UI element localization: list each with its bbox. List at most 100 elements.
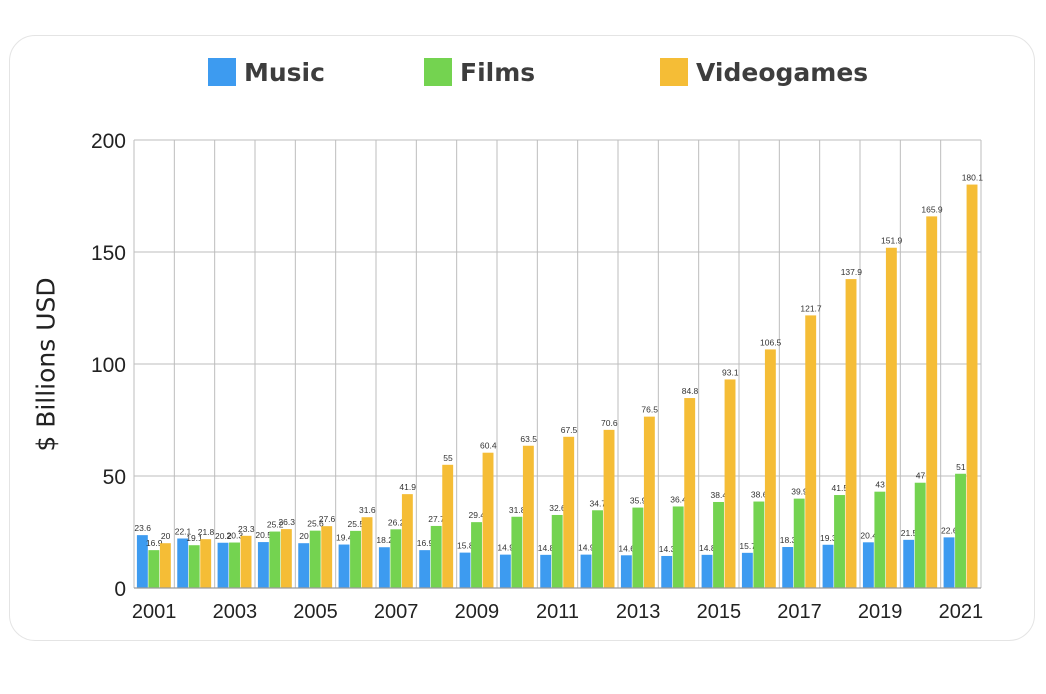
data-label-music: 18.3 xyxy=(780,535,797,545)
bar-films xyxy=(753,501,765,588)
bar-videogames xyxy=(603,429,615,588)
data-label-films: 27.7 xyxy=(428,514,445,524)
data-label-videogames: 106.5 xyxy=(760,337,782,347)
legend-item-films: Films xyxy=(424,56,535,88)
x-tick-label: 2013 xyxy=(616,601,661,623)
bar-videogames xyxy=(482,452,494,588)
data-label-music: 20.2 xyxy=(215,531,232,541)
bar-films xyxy=(471,522,482,588)
y-tick-label: 100 xyxy=(91,354,126,377)
data-label-films: 51 xyxy=(956,462,966,472)
data-label-music: 14.8 xyxy=(699,543,716,553)
data-label-films: 19.1 xyxy=(186,533,203,543)
y-tick-label: 150 xyxy=(91,242,126,265)
bar-videogames xyxy=(200,539,212,588)
bar-videogames xyxy=(522,445,534,588)
bar-videogames xyxy=(280,529,292,588)
legend-label-films: Films xyxy=(460,57,536,87)
data-label-videogames: 76.5 xyxy=(641,405,658,415)
bar-videogames xyxy=(159,543,171,588)
bar-films xyxy=(511,516,523,588)
data-label-music: 19.3 xyxy=(820,533,837,543)
y-tick-label: 0 xyxy=(114,578,126,601)
bar-videogames xyxy=(966,184,978,589)
y-axis-label: $ Billions USD xyxy=(31,276,61,452)
bar-films xyxy=(592,510,603,588)
legend-swatch-films xyxy=(424,58,452,86)
bar-music xyxy=(257,542,269,588)
bar-films xyxy=(390,529,402,588)
data-label-videogames: 67.5 xyxy=(561,425,578,435)
bar-videogames xyxy=(240,535,252,588)
data-label-music: 20.4 xyxy=(860,530,877,540)
data-label-videogames: 60.4 xyxy=(480,441,497,451)
data-label-videogames: 23.3 xyxy=(238,524,255,534)
bar-films xyxy=(793,498,805,588)
data-label-music: 20.5 xyxy=(255,530,272,540)
data-label-videogames: 84.8 xyxy=(682,386,699,396)
data-label-videogames: 31.6 xyxy=(359,505,376,515)
bar-music xyxy=(136,535,148,588)
bar-videogames xyxy=(764,349,776,588)
bar-music xyxy=(540,554,552,588)
x-tick-label: 2007 xyxy=(374,601,419,623)
legend-swatch-music xyxy=(208,58,236,86)
data-label-music: 15.7 xyxy=(739,541,756,551)
x-tick-label: 2015 xyxy=(697,601,742,623)
bar-films xyxy=(551,514,563,588)
legend: Music Films Videogames xyxy=(0,52,1046,92)
data-label-videogames: 20 xyxy=(161,531,171,541)
bar-films xyxy=(632,507,644,588)
data-label-films: 43 xyxy=(875,480,885,490)
data-label-films: 32.6 xyxy=(549,503,566,513)
bar-films xyxy=(430,525,442,588)
bar-films xyxy=(713,501,724,588)
x-tick-label: 2009 xyxy=(455,601,500,623)
data-label-films: 38.4 xyxy=(711,490,728,500)
x-tick-label: 2017 xyxy=(777,601,822,623)
data-label-films: 47 xyxy=(916,471,926,481)
bar-videogames xyxy=(805,315,817,588)
x-tick-label: 2011 xyxy=(536,601,579,623)
bar-videogames xyxy=(361,517,373,588)
data-label-music: 21.5 xyxy=(901,528,918,538)
data-label-films: 25.6 xyxy=(307,519,324,529)
data-label-videogames: 55 xyxy=(443,453,453,463)
bar-videogames xyxy=(321,526,333,588)
bar-videogames xyxy=(684,398,696,588)
bar-films xyxy=(229,542,240,588)
bar-videogames xyxy=(442,464,454,588)
data-label-videogames: 180.1 xyxy=(962,173,984,183)
legend-item-music: Music xyxy=(208,56,325,88)
bar-music xyxy=(903,539,915,588)
bar-films xyxy=(350,530,361,588)
y-tick-label: 50 xyxy=(103,466,126,489)
data-label-music: 16.9 xyxy=(417,538,434,548)
data-label-music: 18.2 xyxy=(376,535,393,545)
bar-music xyxy=(419,550,431,588)
data-label-music: 23.6 xyxy=(134,523,151,533)
bar-music xyxy=(378,547,390,588)
data-label-videogames: 21.8 xyxy=(198,527,215,537)
data-label-music: 22.6 xyxy=(941,525,958,535)
x-tick-label: 2001 xyxy=(132,601,177,623)
bar-music xyxy=(701,554,713,588)
bar-music xyxy=(620,555,632,588)
data-label-videogames: 165.9 xyxy=(921,204,943,214)
bar-music xyxy=(459,552,471,588)
data-label-films: 39.9 xyxy=(791,487,808,497)
bar-films xyxy=(188,545,200,588)
bar-films xyxy=(914,482,926,588)
bar-music xyxy=(298,543,310,588)
bar-music xyxy=(862,542,874,588)
bar-films xyxy=(309,530,321,588)
data-label-films: 16.9 xyxy=(146,538,163,548)
bar-videogames xyxy=(563,436,575,588)
data-label-music: 19.4 xyxy=(336,533,353,543)
bar-videogames xyxy=(401,494,413,588)
data-label-music: 14.8 xyxy=(538,543,555,553)
data-label-videogames: 26.3 xyxy=(278,517,295,527)
data-label-music: 14.6 xyxy=(618,543,635,553)
bar-music xyxy=(338,544,350,588)
bar-films xyxy=(874,491,886,588)
